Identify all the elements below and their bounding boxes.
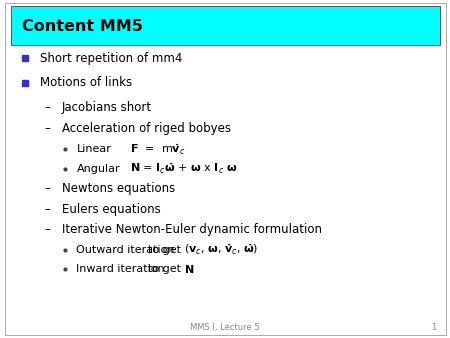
Text: Inward iteration: Inward iteration: [76, 264, 165, 274]
Text: –: –: [44, 223, 50, 236]
FancyBboxPatch shape: [11, 6, 440, 45]
Text: –: –: [44, 182, 50, 195]
Text: Linear: Linear: [76, 144, 112, 154]
Text: –: –: [44, 203, 50, 216]
Text: Outward iteration: Outward iteration: [76, 245, 175, 255]
Text: Jacobians short: Jacobians short: [62, 101, 152, 114]
Text: MMS I, Lecture 5: MMS I, Lecture 5: [190, 323, 260, 332]
Text: –: –: [44, 122, 50, 135]
Text: Motions of links: Motions of links: [40, 76, 133, 89]
Text: Iterative Newton-Euler dynamic formulation: Iterative Newton-Euler dynamic formulati…: [62, 223, 322, 236]
Text: $\mathbf{N}$: $\mathbf{N}$: [184, 263, 195, 275]
Text: 1: 1: [431, 323, 436, 332]
Text: ($\mathbf{v}$$_c$, $\mathbf{\omega}$, $\mathbf{\dot{v}}$$_c$, $\mathbf{\dot{\ome: ($\mathbf{v}$$_c$, $\mathbf{\omega}$, $\…: [184, 243, 259, 257]
Text: Content MM5: Content MM5: [22, 19, 143, 34]
Text: $\mathbf{F}$  =  m$\mathbf{\dot{v}}$$_c$: $\mathbf{F}$ = m$\mathbf{\dot{v}}$$_c$: [130, 142, 186, 156]
Text: Angular: Angular: [76, 164, 120, 174]
Text: Acceleration of riged bobyes: Acceleration of riged bobyes: [62, 122, 231, 135]
Text: to get: to get: [148, 264, 181, 274]
Text: $\mathbf{N}$ = $\mathbf{I}$$_c$$\mathbf{\dot{\omega}}$ + $\mathbf{\omega}$ x $\m: $\mathbf{N}$ = $\mathbf{I}$$_c$$\mathbf{…: [130, 162, 238, 176]
Text: Newtons equations: Newtons equations: [62, 182, 175, 195]
Text: Eulers equations: Eulers equations: [62, 203, 160, 216]
Text: Short repetition of mm4: Short repetition of mm4: [40, 52, 183, 65]
Text: to get: to get: [148, 245, 181, 255]
Text: –: –: [44, 101, 50, 114]
